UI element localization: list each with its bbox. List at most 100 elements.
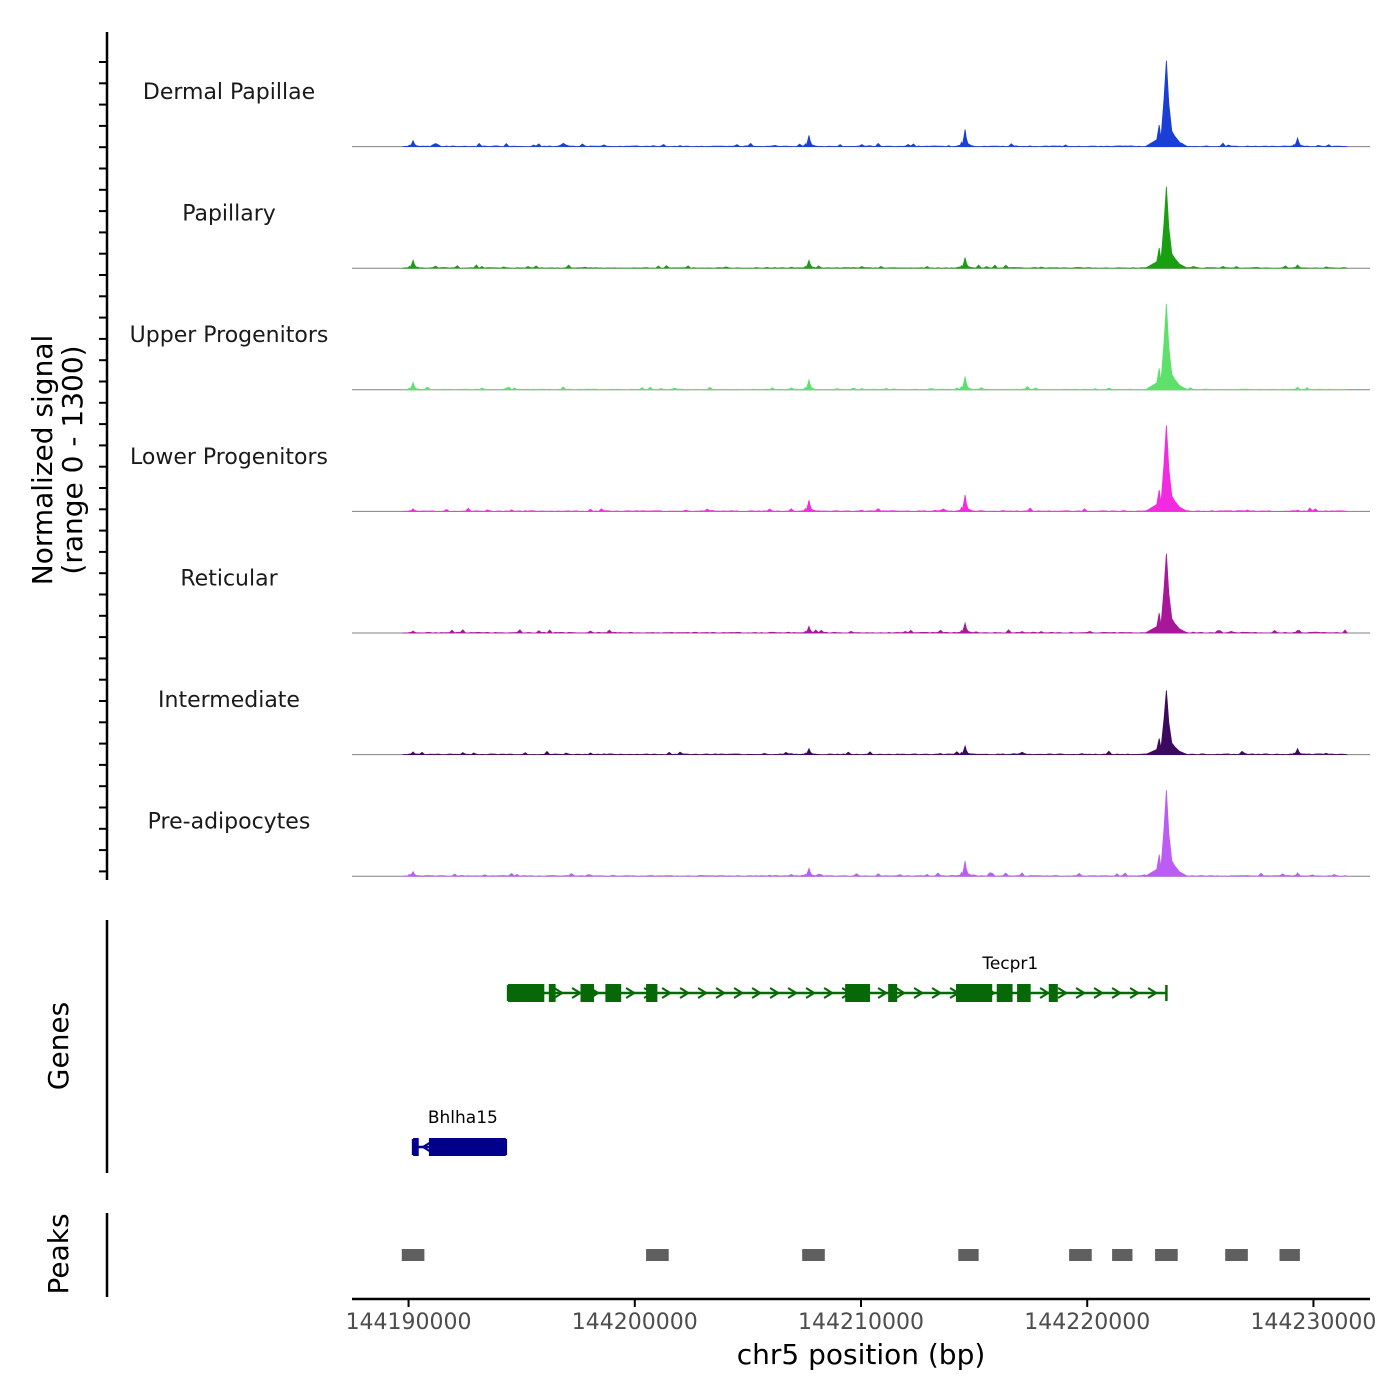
peak-region bbox=[958, 1249, 979, 1261]
exon bbox=[956, 984, 993, 1002]
peak-track bbox=[401, 1249, 1300, 1261]
strand-arrow bbox=[823, 987, 835, 999]
peak-region bbox=[646, 1249, 669, 1261]
peak-region bbox=[1069, 1249, 1092, 1261]
strand-arrow bbox=[1039, 987, 1051, 999]
signal-peak bbox=[1145, 690, 1188, 755]
signal-peak bbox=[1287, 136, 1309, 147]
signal-peak bbox=[1143, 186, 1188, 269]
track-label: Upper Progenitors bbox=[130, 323, 329, 348]
signal-peak bbox=[954, 129, 976, 147]
signal-peak bbox=[798, 867, 820, 877]
exon bbox=[1017, 984, 1031, 1002]
exon bbox=[996, 984, 1013, 1002]
signal-peak bbox=[798, 259, 820, 269]
exon bbox=[508, 984, 545, 1002]
gene-label: Bhlha15 bbox=[428, 1108, 498, 1128]
exon bbox=[888, 984, 898, 1002]
strand-arrow bbox=[1147, 987, 1159, 999]
x-tick-label: 144200000 bbox=[572, 1310, 698, 1335]
track-noise bbox=[408, 507, 1348, 512]
peak-region bbox=[802, 1249, 825, 1261]
peaks-track-title: Peaks bbox=[42, 1213, 75, 1294]
signal-peak bbox=[1287, 264, 1309, 269]
x-axis-ticks: 144190000 144200000 144210000 144220000 1442… bbox=[346, 1299, 1376, 1335]
signal-peak bbox=[402, 139, 424, 147]
track-label: Intermediate bbox=[158, 688, 300, 713]
signal-peak bbox=[1287, 747, 1309, 755]
strand-arrow bbox=[661, 987, 673, 999]
signal-peak bbox=[798, 378, 820, 391]
x-axis-title: chr5 position (bp) bbox=[737, 1338, 986, 1371]
signal-peak bbox=[1143, 790, 1188, 877]
signal-peak bbox=[1287, 386, 1309, 391]
strand-arrow bbox=[1129, 987, 1141, 999]
exon bbox=[548, 984, 556, 1002]
signal-peak bbox=[954, 621, 976, 634]
peak-region bbox=[401, 1249, 425, 1261]
signal-peak bbox=[402, 630, 424, 634]
gene-tecpr1: Tecpr1 bbox=[506, 954, 1168, 1002]
track-noise bbox=[408, 385, 1348, 391]
strand-arrow bbox=[1111, 987, 1123, 999]
strand-arrow bbox=[679, 987, 691, 999]
track-label: Lower Progenitors bbox=[130, 445, 328, 470]
exon bbox=[646, 984, 658, 1002]
track-noise bbox=[408, 629, 1348, 634]
signal-peak bbox=[402, 381, 424, 391]
peak-region bbox=[1112, 1249, 1133, 1261]
signal-peak bbox=[1143, 60, 1188, 147]
track-label: Reticular bbox=[180, 566, 278, 591]
gene-label: Tecpr1 bbox=[981, 954, 1038, 974]
genes-track-title: Genes bbox=[42, 1002, 75, 1090]
strand-arrow bbox=[421, 1141, 432, 1153]
signal-y-ticks bbox=[99, 61, 107, 873]
track-label: Pre-adipocytes bbox=[148, 810, 311, 835]
x-tick-label: 144230000 bbox=[1250, 1310, 1376, 1335]
exon bbox=[1048, 984, 1058, 1002]
track-noise bbox=[408, 142, 1348, 147]
signal-peak bbox=[402, 751, 424, 755]
strand-arrow bbox=[913, 987, 925, 999]
strand-arrow bbox=[1075, 987, 1087, 999]
coverage-tracks: Dermal Papillae Papillary Upper Progenitor… bbox=[130, 60, 1370, 877]
signal-peak bbox=[1143, 553, 1188, 634]
track-reticular: Reticular bbox=[180, 553, 1370, 634]
y-axis-title-line1: Normalized signal bbox=[26, 335, 59, 586]
track-noise bbox=[408, 872, 1348, 877]
x-tick-label: 144220000 bbox=[1024, 1310, 1150, 1335]
signal-peak bbox=[954, 744, 976, 755]
track-label: Papillary bbox=[182, 202, 276, 227]
signal-peak bbox=[1143, 303, 1188, 391]
peak-region bbox=[1155, 1249, 1178, 1261]
track-lower-progenitors: Lower Progenitors bbox=[130, 425, 1370, 512]
strand-arrow bbox=[787, 987, 799, 999]
signal-peak bbox=[954, 257, 976, 269]
strand-arrow bbox=[1093, 987, 1105, 999]
signal-peak bbox=[954, 376, 976, 391]
signal-peak bbox=[402, 259, 424, 269]
exon bbox=[413, 1138, 419, 1156]
track-pre-adipocytes: Pre-adipocytes bbox=[148, 790, 1370, 877]
strand-arrow bbox=[571, 987, 583, 999]
strand-arrow bbox=[931, 987, 943, 999]
x-tick-label: 144210000 bbox=[798, 1310, 924, 1335]
signal-peak bbox=[798, 747, 820, 755]
strand-arrow bbox=[877, 987, 889, 999]
track-papillary: Papillary bbox=[182, 186, 1370, 269]
x-tick-label: 144190000 bbox=[346, 1310, 472, 1335]
signal-peak bbox=[402, 870, 424, 877]
strand-arrow bbox=[769, 987, 781, 999]
signal-peak bbox=[798, 135, 820, 147]
exon bbox=[580, 984, 595, 1002]
signal-peak bbox=[402, 508, 424, 512]
exon bbox=[845, 984, 871, 1002]
track-intermediate: Intermediate bbox=[158, 688, 1370, 756]
signal-peak bbox=[954, 860, 976, 877]
strand-arrow bbox=[715, 987, 727, 999]
strand-arrow bbox=[895, 987, 907, 999]
track-label: Dermal Papillae bbox=[143, 80, 315, 105]
strand-arrow bbox=[751, 987, 763, 999]
signal-peak bbox=[798, 625, 820, 634]
